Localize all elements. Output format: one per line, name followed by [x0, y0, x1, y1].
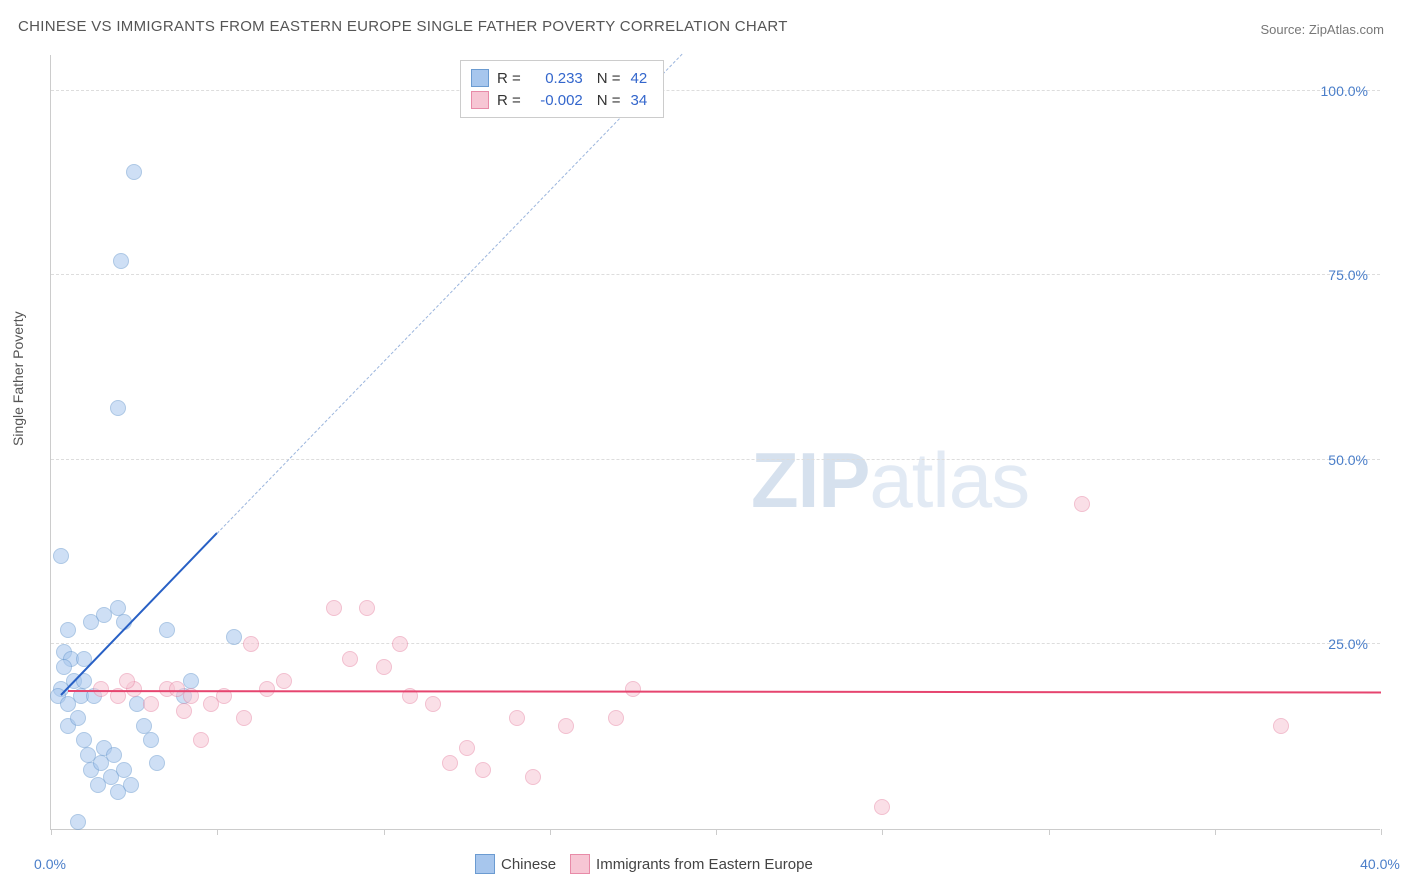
scatter-point — [149, 755, 165, 771]
gridline — [51, 90, 1380, 91]
y-tick-label: 50.0% — [1328, 452, 1368, 468]
scatter-point — [126, 164, 142, 180]
scatter-point — [392, 636, 408, 652]
stats-legend-row: R = -0.002 N = 34 — [471, 89, 653, 111]
x-tick — [1381, 829, 1382, 835]
legend-label: Chinese — [501, 856, 556, 873]
legend-item: Immigrants from Eastern Europe — [570, 854, 813, 874]
scatter-point — [276, 673, 292, 689]
x-tick — [716, 829, 717, 835]
scatter-point — [116, 762, 132, 778]
scatter-point — [525, 769, 541, 785]
scatter-point — [70, 814, 86, 830]
stats-legend: R = 0.233 N = 42 R = -0.002 N = 34 — [460, 60, 664, 118]
scatter-point — [176, 703, 192, 719]
legend-item: Chinese — [475, 854, 556, 874]
scatter-point — [459, 740, 475, 756]
y-tick-label: 100.0% — [1321, 83, 1368, 99]
scatter-point — [53, 548, 69, 564]
watermark-rest: atlas — [869, 436, 1029, 524]
x-tick — [1049, 829, 1050, 835]
gridline — [51, 459, 1380, 460]
source-label: Source: ZipAtlas.com — [1260, 22, 1384, 37]
scatter-point — [874, 799, 890, 815]
stats-n-label: N = — [597, 92, 621, 109]
x-tick — [550, 829, 551, 835]
scatter-point — [159, 622, 175, 638]
legend-swatch — [475, 854, 495, 874]
scatter-point — [376, 659, 392, 675]
scatter-point — [169, 681, 185, 697]
watermark: ZIPatlas — [751, 435, 1029, 526]
y-tick-label: 25.0% — [1328, 636, 1368, 652]
scatter-point — [119, 673, 135, 689]
scatter-point — [1273, 718, 1289, 734]
scatter-point — [608, 710, 624, 726]
scatter-point — [1074, 496, 1090, 512]
legend-label: Immigrants from Eastern Europe — [596, 856, 813, 873]
chart-title: CHINESE VS IMMIGRANTS FROM EASTERN EUROP… — [18, 18, 788, 35]
x-tick-label: 40.0% — [1360, 856, 1400, 872]
scatter-point — [342, 651, 358, 667]
x-tick — [217, 829, 218, 835]
scatter-point — [193, 732, 209, 748]
x-tick — [51, 829, 52, 835]
stats-r-label: R = — [497, 92, 521, 109]
scatter-point — [475, 762, 491, 778]
scatter-point — [326, 600, 342, 616]
x-tick — [1215, 829, 1216, 835]
scatter-point — [425, 696, 441, 712]
y-tick-label: 75.0% — [1328, 267, 1368, 283]
scatter-point — [558, 718, 574, 734]
scatter-point — [113, 253, 129, 269]
stats-n-value: 42 — [631, 70, 648, 87]
scatter-point — [442, 755, 458, 771]
trend-line — [60, 532, 218, 696]
chart-container: CHINESE VS IMMIGRANTS FROM EASTERN EUROP… — [0, 0, 1406, 892]
stats-r-value: -0.002 — [531, 92, 583, 109]
scatter-point — [93, 681, 109, 697]
scatter-point — [236, 710, 252, 726]
scatter-point — [143, 732, 159, 748]
stats-legend-row: R = 0.233 N = 42 — [471, 67, 653, 89]
legend-swatch — [570, 854, 590, 874]
x-tick — [882, 829, 883, 835]
trend-line-dashed — [217, 53, 683, 533]
series-legend: Chinese Immigrants from Eastern Europe — [475, 854, 813, 874]
scatter-point — [76, 732, 92, 748]
scatter-point — [60, 696, 76, 712]
scatter-point — [110, 600, 126, 616]
scatter-point — [259, 681, 275, 697]
scatter-point — [226, 629, 242, 645]
x-tick — [384, 829, 385, 835]
gridline — [51, 274, 1380, 275]
stats-n-value: 34 — [631, 92, 648, 109]
x-tick-label: 0.0% — [34, 856, 66, 872]
plot-area: ZIPatlas 25.0% 50.0% 75.0% 100.0% — [50, 55, 1380, 830]
scatter-point — [625, 681, 641, 697]
legend-swatch — [471, 69, 489, 87]
watermark-bold: ZIP — [751, 436, 869, 524]
scatter-point — [106, 747, 122, 763]
legend-swatch — [471, 91, 489, 109]
scatter-point — [509, 710, 525, 726]
scatter-point — [60, 622, 76, 638]
scatter-point — [110, 400, 126, 416]
stats-n-label: N = — [597, 70, 621, 87]
scatter-point — [123, 777, 139, 793]
scatter-point — [359, 600, 375, 616]
scatter-point — [70, 710, 86, 726]
scatter-point — [243, 636, 259, 652]
scatter-point — [136, 718, 152, 734]
scatter-point — [56, 659, 72, 675]
y-axis-label: Single Father Poverty — [10, 311, 26, 446]
stats-r-value: 0.233 — [531, 70, 583, 87]
stats-r-label: R = — [497, 70, 521, 87]
scatter-point — [143, 696, 159, 712]
